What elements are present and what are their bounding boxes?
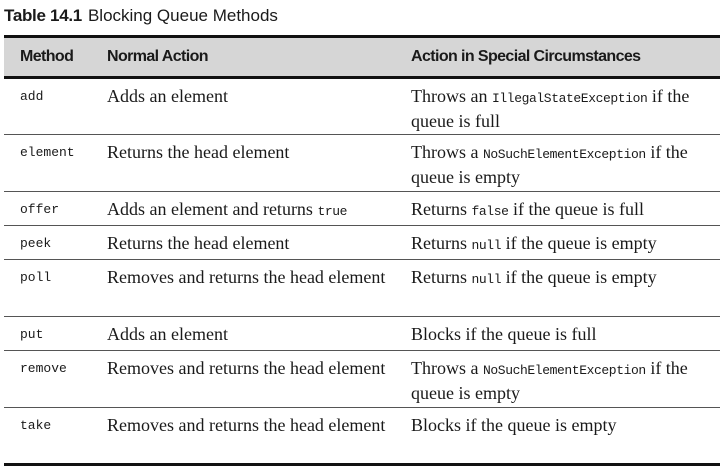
normal-action-cell: Adds an element and returns true bbox=[107, 192, 411, 226]
method-cell: take bbox=[20, 418, 52, 433]
header-method: Method bbox=[20, 48, 74, 65]
table-row: poll Removes and returns the head element… bbox=[4, 260, 720, 317]
cell-text: Throws a bbox=[411, 142, 483, 162]
table-row: offer Adds an element and returns true Ret… bbox=[4, 192, 720, 226]
table-row: peek Returns the head element Returns null… bbox=[4, 226, 720, 260]
cell-text: Blocks if the queue is empty bbox=[411, 415, 617, 435]
cell-text: Throws an bbox=[411, 86, 492, 106]
table-row: add Adds an element Throws an IllegalState… bbox=[4, 78, 720, 135]
special-action-cell: Throws a NoSuchElementException if the q… bbox=[411, 135, 720, 192]
header-row: Method Normal Action Action in Special C… bbox=[4, 36, 720, 78]
special-action-cell: Returns null if the queue is empty bbox=[411, 226, 720, 260]
table-row: element Returns the head element Throws a … bbox=[4, 135, 720, 192]
special-action-cell: Blocks if the queue is empty bbox=[411, 408, 720, 465]
cell-text: if the queue is empty bbox=[411, 142, 688, 187]
method-cell: element bbox=[20, 145, 75, 160]
table-number: Table 14.1 bbox=[4, 6, 82, 25]
methods-table: Method Normal Action Action in Special C… bbox=[4, 35, 720, 466]
method-cell: poll bbox=[20, 270, 52, 285]
code-text: IllegalStateException bbox=[491, 91, 648, 106]
special-action-cell: Throws an IllegalStateException if the q… bbox=[411, 78, 720, 135]
method-cell: offer bbox=[20, 202, 60, 217]
cell-text: if the queue is full bbox=[411, 86, 690, 131]
cell-text: Returns bbox=[411, 233, 472, 253]
cell-text: if the queue is empty bbox=[411, 358, 688, 403]
cell-text: Removes and returns the head element bbox=[107, 358, 386, 378]
cell-text: Blocks if the queue is full bbox=[411, 324, 597, 344]
table-caption: Table 14.1 Blocking Queue Methods bbox=[4, 6, 278, 26]
method-cell: remove bbox=[20, 361, 67, 376]
normal-action-cell: Removes and returns the head element bbox=[107, 351, 411, 408]
header-normal-action: Normal Action bbox=[107, 48, 209, 65]
table-row: remove Removes and returns the head eleme… bbox=[4, 351, 720, 408]
code-text: false bbox=[471, 204, 509, 219]
cell-text: Removes and returns the head element bbox=[107, 267, 386, 287]
normal-action-cell: Removes and returns the head element bbox=[107, 260, 411, 317]
header-special-action: Action in Special Circumstances bbox=[411, 48, 641, 65]
cell-text: Returns bbox=[411, 267, 472, 287]
special-action-cell: Blocks if the queue is full bbox=[411, 317, 720, 351]
method-cell: peek bbox=[20, 236, 52, 251]
cell-text: Returns the head element bbox=[107, 233, 290, 253]
table-body: add Adds an element Throws an IllegalState… bbox=[4, 78, 720, 465]
normal-action-cell: Returns the head element bbox=[107, 226, 411, 260]
normal-action-cell: Adds an element bbox=[107, 78, 411, 135]
special-action-cell: Returns false if the queue is full bbox=[411, 192, 720, 226]
cell-text: Throws a bbox=[411, 358, 483, 378]
cell-text: Returns bbox=[411, 199, 472, 219]
cell-text: Adds an element and returns bbox=[107, 199, 318, 219]
normal-action-cell: Returns the head element bbox=[107, 135, 411, 192]
cell-text: Removes and returns the head element bbox=[107, 415, 386, 435]
special-action-cell: Returns null if the queue is empty bbox=[411, 260, 720, 317]
code-text: null bbox=[471, 238, 502, 253]
code-text: NoSuchElementException bbox=[482, 363, 646, 378]
special-action-cell: Throws a NoSuchElementException if the q… bbox=[411, 351, 720, 408]
code-text: true bbox=[317, 204, 348, 219]
normal-action-cell: Adds an element bbox=[107, 317, 411, 351]
cell-text: Adds an element bbox=[107, 86, 228, 106]
table-row: put Adds an element Blocks if the queue is… bbox=[4, 317, 720, 351]
cell-text: Adds an element bbox=[107, 324, 228, 344]
method-cell: add bbox=[20, 89, 44, 104]
table-row: take Removes and returns the head element… bbox=[4, 408, 720, 465]
code-text: NoSuchElementException bbox=[482, 147, 646, 162]
cell-text: if the queue is full bbox=[508, 199, 644, 219]
code-text: null bbox=[471, 272, 502, 287]
table-title: Blocking Queue Methods bbox=[87, 6, 278, 25]
cell-text: if the queue is empty bbox=[501, 233, 657, 253]
method-cell: put bbox=[20, 327, 44, 342]
normal-action-cell: Removes and returns the head element bbox=[107, 408, 411, 465]
cell-text: Returns the head element bbox=[107, 142, 290, 162]
cell-text: if the queue is empty bbox=[501, 267, 657, 287]
